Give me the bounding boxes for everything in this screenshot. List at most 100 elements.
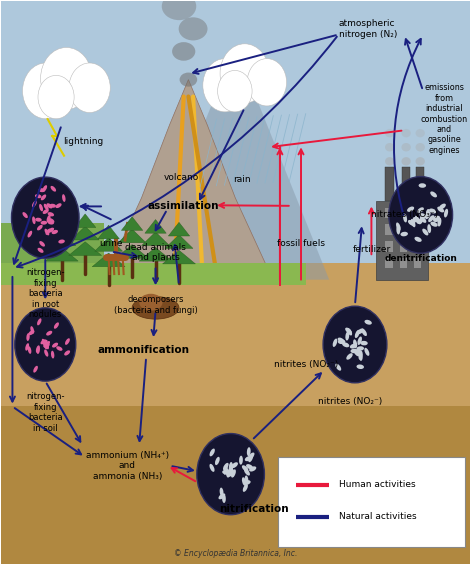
Ellipse shape bbox=[425, 211, 430, 219]
Ellipse shape bbox=[361, 329, 367, 336]
Ellipse shape bbox=[132, 297, 179, 319]
Ellipse shape bbox=[416, 129, 425, 137]
Ellipse shape bbox=[346, 328, 352, 336]
Ellipse shape bbox=[430, 221, 438, 227]
Ellipse shape bbox=[229, 463, 233, 472]
Ellipse shape bbox=[416, 143, 425, 151]
Text: nitrites (NO₂⁻): nitrites (NO₂⁻) bbox=[273, 360, 338, 369]
Ellipse shape bbox=[419, 216, 424, 224]
Ellipse shape bbox=[45, 341, 50, 347]
Text: nitrites (NO₂⁻): nitrites (NO₂⁻) bbox=[318, 397, 383, 406]
Ellipse shape bbox=[242, 477, 246, 486]
Ellipse shape bbox=[36, 346, 40, 354]
Ellipse shape bbox=[219, 488, 224, 497]
Ellipse shape bbox=[415, 216, 419, 224]
FancyBboxPatch shape bbox=[0, 263, 306, 285]
Ellipse shape bbox=[239, 456, 243, 464]
Polygon shape bbox=[165, 235, 193, 249]
Polygon shape bbox=[95, 237, 123, 251]
Ellipse shape bbox=[401, 157, 411, 166]
Circle shape bbox=[22, 63, 69, 119]
Text: fossil fuels: fossil fuels bbox=[277, 238, 325, 247]
Ellipse shape bbox=[45, 342, 49, 349]
Ellipse shape bbox=[403, 214, 407, 223]
Ellipse shape bbox=[46, 229, 51, 235]
Ellipse shape bbox=[410, 219, 415, 227]
Ellipse shape bbox=[229, 469, 234, 477]
Polygon shape bbox=[168, 223, 190, 236]
Ellipse shape bbox=[42, 185, 47, 192]
Ellipse shape bbox=[32, 201, 37, 207]
Ellipse shape bbox=[228, 470, 234, 477]
FancyBboxPatch shape bbox=[400, 207, 407, 218]
Circle shape bbox=[218, 71, 252, 112]
FancyBboxPatch shape bbox=[0, 1, 470, 280]
Ellipse shape bbox=[27, 231, 32, 237]
Ellipse shape bbox=[427, 224, 431, 233]
Text: decomposers
(bacteria and fungi): decomposers (bacteria and fungi) bbox=[114, 295, 198, 315]
Ellipse shape bbox=[224, 466, 228, 475]
Polygon shape bbox=[116, 245, 148, 258]
Ellipse shape bbox=[28, 330, 35, 335]
Polygon shape bbox=[118, 229, 146, 243]
Ellipse shape bbox=[342, 342, 349, 347]
Ellipse shape bbox=[37, 318, 42, 325]
Ellipse shape bbox=[416, 157, 425, 166]
Text: fertilizer: fertilizer bbox=[352, 245, 391, 254]
Ellipse shape bbox=[242, 465, 248, 472]
Circle shape bbox=[41, 47, 92, 110]
Ellipse shape bbox=[43, 341, 47, 348]
Ellipse shape bbox=[44, 349, 48, 357]
Ellipse shape bbox=[385, 143, 394, 151]
Polygon shape bbox=[74, 214, 96, 228]
FancyBboxPatch shape bbox=[400, 241, 407, 251]
Ellipse shape bbox=[335, 364, 341, 371]
Polygon shape bbox=[145, 220, 166, 233]
Ellipse shape bbox=[401, 129, 411, 137]
Polygon shape bbox=[104, 80, 273, 280]
Ellipse shape bbox=[48, 212, 54, 216]
Ellipse shape bbox=[52, 342, 58, 347]
FancyBboxPatch shape bbox=[385, 224, 392, 234]
Ellipse shape bbox=[44, 342, 47, 349]
Ellipse shape bbox=[433, 216, 440, 220]
Ellipse shape bbox=[439, 203, 446, 210]
Ellipse shape bbox=[243, 484, 248, 492]
Ellipse shape bbox=[433, 217, 440, 222]
Ellipse shape bbox=[58, 240, 65, 244]
Ellipse shape bbox=[35, 194, 41, 198]
Ellipse shape bbox=[346, 332, 349, 341]
Ellipse shape bbox=[337, 337, 345, 343]
Ellipse shape bbox=[248, 454, 253, 462]
Ellipse shape bbox=[56, 346, 63, 351]
Circle shape bbox=[197, 433, 264, 515]
Ellipse shape bbox=[357, 348, 362, 357]
Circle shape bbox=[220, 44, 269, 103]
Circle shape bbox=[389, 176, 453, 253]
FancyBboxPatch shape bbox=[385, 241, 392, 251]
Text: lightning: lightning bbox=[63, 137, 103, 146]
Ellipse shape bbox=[353, 340, 357, 348]
Ellipse shape bbox=[357, 328, 364, 334]
Ellipse shape bbox=[40, 340, 46, 344]
Ellipse shape bbox=[365, 348, 369, 356]
Text: rain: rain bbox=[234, 175, 251, 184]
Ellipse shape bbox=[385, 129, 394, 137]
Ellipse shape bbox=[401, 232, 408, 236]
Ellipse shape bbox=[247, 447, 251, 456]
Ellipse shape bbox=[246, 464, 253, 470]
FancyBboxPatch shape bbox=[0, 263, 470, 564]
Ellipse shape bbox=[356, 346, 364, 351]
Ellipse shape bbox=[444, 208, 448, 218]
FancyBboxPatch shape bbox=[414, 241, 421, 251]
Ellipse shape bbox=[245, 456, 252, 461]
Circle shape bbox=[15, 308, 76, 381]
Text: Natural activities: Natural activities bbox=[338, 512, 416, 521]
Ellipse shape bbox=[409, 219, 417, 224]
Ellipse shape bbox=[44, 204, 49, 210]
FancyBboxPatch shape bbox=[414, 207, 421, 218]
Ellipse shape bbox=[417, 207, 424, 213]
Ellipse shape bbox=[249, 466, 256, 472]
Ellipse shape bbox=[35, 218, 42, 221]
Ellipse shape bbox=[30, 326, 34, 334]
